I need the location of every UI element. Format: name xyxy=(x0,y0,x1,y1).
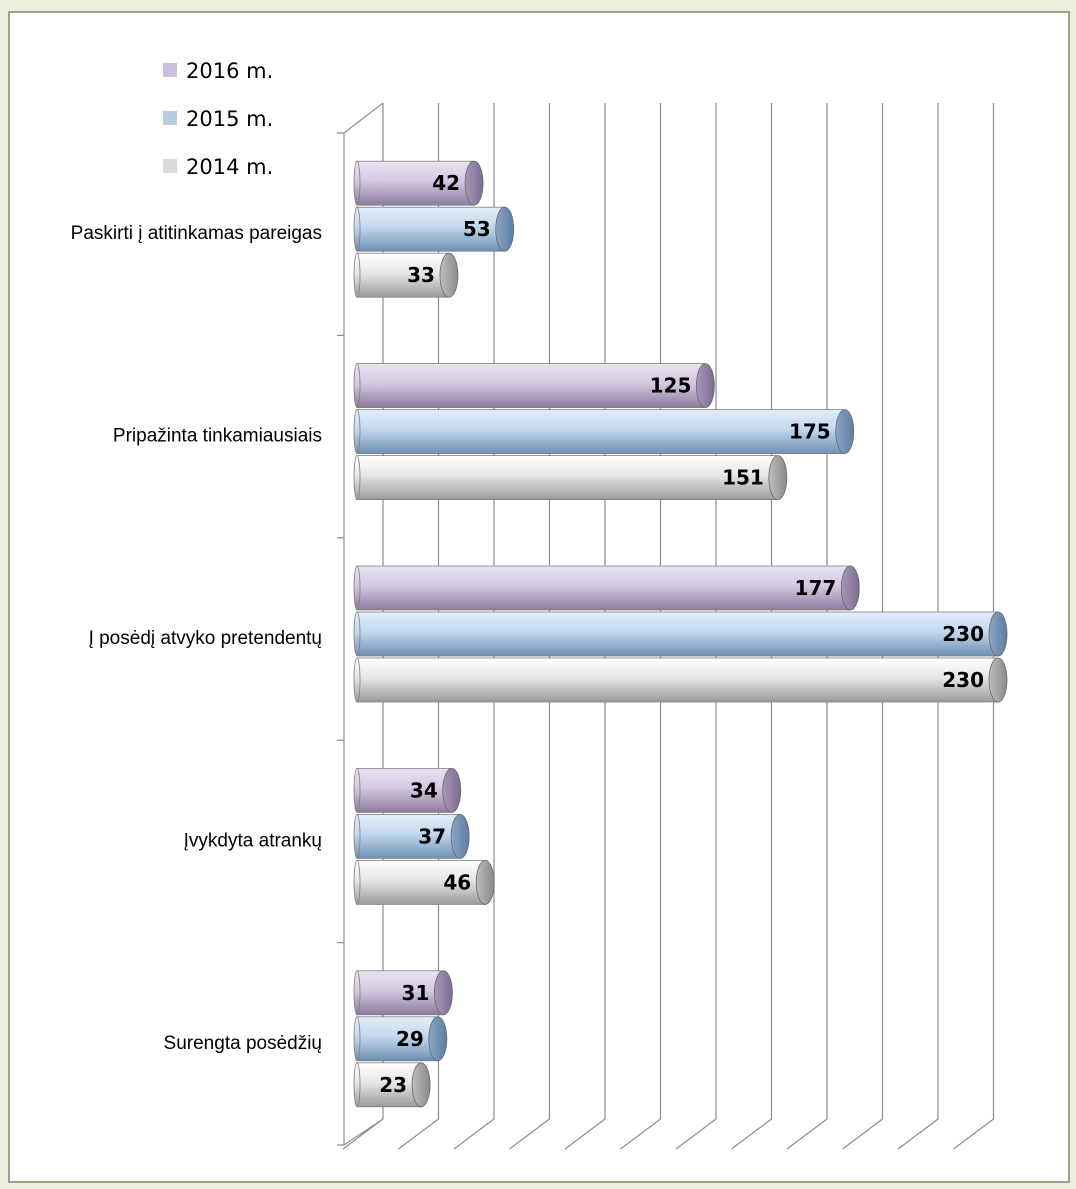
gridline-floor xyxy=(786,1118,828,1150)
legend-swatch xyxy=(163,159,177,173)
gridline-floor xyxy=(731,1118,772,1150)
category-label: Surengta posėdžių xyxy=(164,1033,322,1054)
category-label: Į posėdį atvyko pretendentų xyxy=(89,628,322,649)
bar-2016-3: 34 xyxy=(353,768,462,813)
data-label: 33 xyxy=(407,263,435,287)
data-label: 230 xyxy=(942,668,984,692)
data-label: 177 xyxy=(795,576,837,600)
legend-label: 2015 m. xyxy=(186,107,273,131)
gridline-floor xyxy=(675,1118,717,1150)
bar-2014-1: 151 xyxy=(353,455,788,501)
data-label: 23 xyxy=(379,1073,407,1097)
legend-label: 2014 m. xyxy=(186,155,273,179)
bar-2015-0: 53 xyxy=(353,206,515,252)
data-label: 29 xyxy=(396,1027,424,1051)
bar-2014-2: 230 xyxy=(353,657,1008,703)
gridline-floor xyxy=(620,1118,661,1150)
gridline-floor xyxy=(509,1118,550,1150)
data-label: 125 xyxy=(650,374,692,398)
bar-2016-2: 177 xyxy=(353,565,860,611)
category-axis xyxy=(337,102,384,1147)
bar-2016-4: 31 xyxy=(353,970,453,1016)
category-labels: Paskirti į atitinkamas pareigas Pripažint… xyxy=(71,223,322,1054)
data-label: 175 xyxy=(789,420,831,444)
bar-2014-0: 33 xyxy=(353,252,459,298)
gridline-floor xyxy=(842,1118,883,1150)
legend-label: 2016 m. xyxy=(186,59,273,83)
bar-2015-4: 29 xyxy=(353,1016,448,1062)
gridline-floor xyxy=(953,1118,994,1150)
bar-2015-1: 175 xyxy=(353,409,855,455)
data-label: 230 xyxy=(942,622,984,646)
bar-2015-3: 37 xyxy=(353,814,470,859)
legend-swatch xyxy=(163,63,177,77)
category-label: Paskirti į atitinkamas pareigas xyxy=(71,223,322,244)
data-label: 53 xyxy=(463,217,491,241)
gridline-floor xyxy=(453,1118,495,1150)
bar-2014-3: 46 xyxy=(353,860,495,905)
bar-2014-4: 23 xyxy=(353,1062,431,1108)
legend: 2016 m. 2015 m. 2014 m. xyxy=(163,59,273,179)
data-label: 46 xyxy=(443,870,471,894)
data-label: 37 xyxy=(418,824,446,848)
gridline-floor xyxy=(398,1118,439,1150)
legend-swatch xyxy=(163,111,177,125)
category-label: Įvykdyta atrankų xyxy=(184,830,322,851)
bar-2016-1: 125 xyxy=(353,363,715,409)
bar-2016-0: 42 xyxy=(353,160,484,206)
data-label: 42 xyxy=(432,171,460,195)
category-label: Pripažinta tinkamiausiais xyxy=(113,426,322,447)
data-label: 34 xyxy=(410,778,438,802)
axis-wall xyxy=(343,102,384,1147)
data-label: 151 xyxy=(722,466,764,490)
bar-2015-2: 230 xyxy=(353,611,1008,657)
data-label: 31 xyxy=(402,981,430,1005)
gridline-floor xyxy=(897,1118,939,1150)
gridline-floor xyxy=(564,1118,606,1150)
